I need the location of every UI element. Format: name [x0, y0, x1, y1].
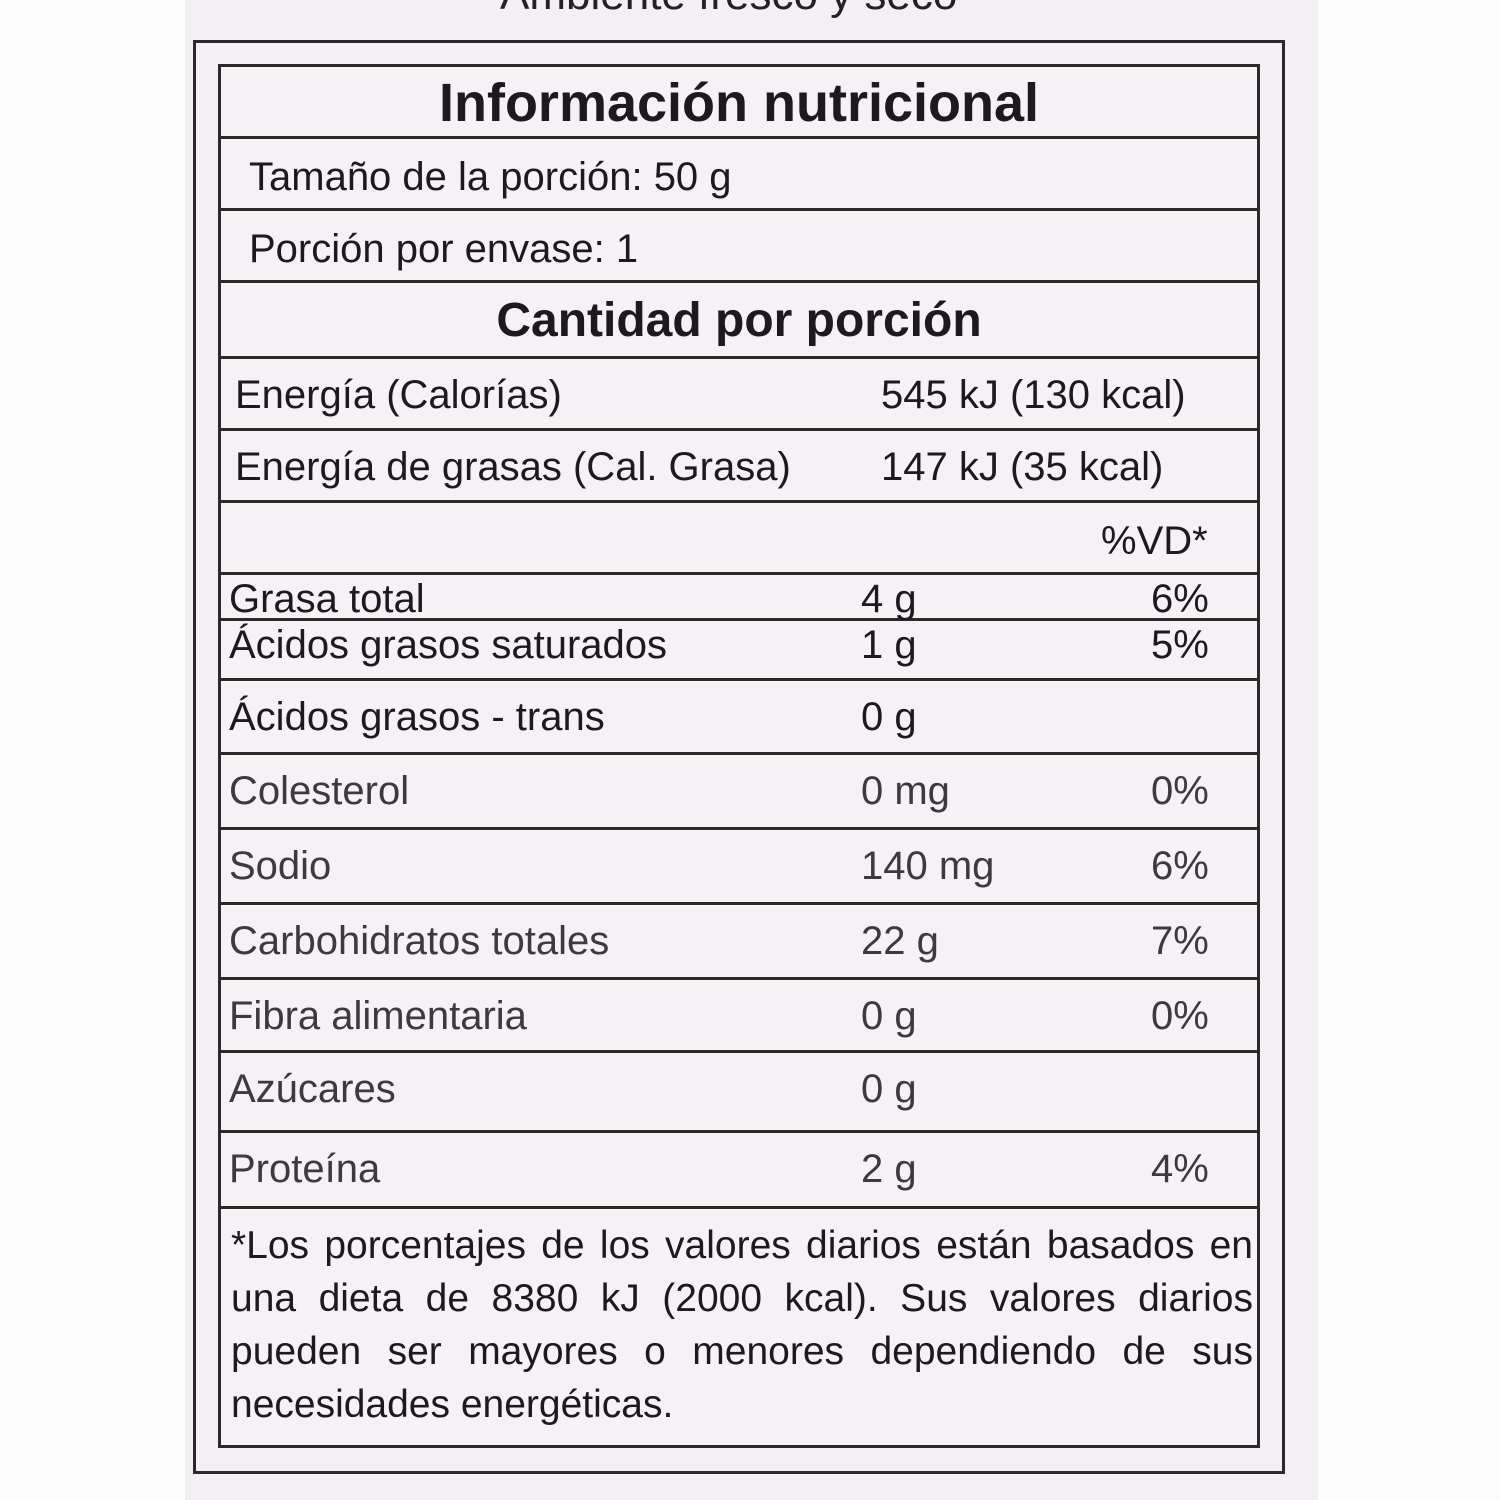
- energy-row: Energía (Calorías) 545 kJ (130 kcal): [221, 359, 1257, 431]
- nutrient-row: Carbohidratos totales 22 g 7%: [221, 905, 1257, 980]
- nutrient-row: Azúcares 0 g: [221, 1053, 1257, 1133]
- dv-header: %VD*: [1101, 519, 1208, 563]
- nutrient-amount: 22 g: [861, 919, 939, 963]
- serving-size: Tamaño de la porción: 50 g: [221, 139, 1257, 211]
- nutrient-amount: 0 mg: [861, 769, 950, 813]
- nutrient-dv: 7%: [1151, 919, 1209, 963]
- nutrient-amount: 0 g: [861, 695, 917, 739]
- nutrient-row: Proteína 2 g 4%: [221, 1133, 1257, 1209]
- nutrient-amount: 0 g: [861, 1067, 917, 1111]
- nutrient-dv: 0%: [1151, 769, 1209, 813]
- energy-label: Energía (Calorías): [235, 373, 562, 417]
- label-title: Información nutricional: [221, 67, 1257, 139]
- nutrient-name: Colesterol: [229, 769, 410, 813]
- nutrient-amount: 2 g: [861, 1147, 917, 1191]
- nutrition-facts-table: Información nutricional Tamaño de la por…: [218, 64, 1260, 1448]
- nutrient-row: Colesterol 0 mg 0%: [221, 755, 1257, 830]
- nutrient-name: Ácidos grasos saturados: [229, 623, 668, 667]
- nutrient-amount: 1 g: [861, 623, 917, 667]
- nutrient-amount: 4 g: [861, 577, 917, 621]
- nutrient-row: Ácidos grasos saturados 1 g 5%: [221, 621, 1257, 681]
- fat-energy-value: 147 kJ (35 kcal): [881, 445, 1164, 489]
- footnote: *Los porcentajes de los valores diarios …: [231, 1224, 1253, 1426]
- fat-energy-row: Energía de grasas (Cal. Grasa) 147 kJ (3…: [221, 431, 1257, 503]
- servings-per-container: Porción por envase: 1: [221, 211, 1257, 283]
- nutrient-name: Fibra alimentaria: [229, 994, 527, 1038]
- outer-border: [193, 40, 1285, 1474]
- nutrient-row: Grasa total 4 g 6%: [221, 575, 1257, 621]
- nutrient-dv: 6%: [1151, 577, 1209, 621]
- energy-value: 545 kJ (130 kcal): [881, 373, 1186, 417]
- amount-header: Cantidad por porción: [221, 283, 1257, 359]
- storage-text: Ambiente fresco y seco: [500, 0, 957, 20]
- nutrient-name: Azúcares: [229, 1067, 396, 1111]
- nutrient-dv: 4%: [1151, 1147, 1209, 1191]
- nutrient-row: Ácidos grasos - trans 0 g: [221, 681, 1257, 755]
- nutrient-row: Sodio 140 mg 6%: [221, 830, 1257, 905]
- nutrient-dv: 0%: [1151, 994, 1209, 1038]
- nutrient-name: Ácidos grasos - trans: [229, 695, 605, 739]
- nutrient-amount: 0 g: [861, 994, 917, 1038]
- nutrient-name: Proteína: [229, 1147, 381, 1191]
- fat-energy-label: Energía de grasas (Cal. Grasa): [235, 445, 791, 489]
- nutrient-dv: 6%: [1151, 844, 1209, 888]
- nutrient-amount: 140 mg: [861, 844, 995, 888]
- nutrient-row: Fibra alimentaria 0 g 0%: [221, 980, 1257, 1053]
- dv-header-row: %VD*: [221, 503, 1257, 575]
- nutrient-dv: 5%: [1151, 623, 1209, 667]
- nutrient-name: Carbohidratos totales: [229, 919, 610, 963]
- nutrient-name: Sodio: [229, 844, 332, 888]
- nutrient-name: Grasa total: [229, 577, 425, 621]
